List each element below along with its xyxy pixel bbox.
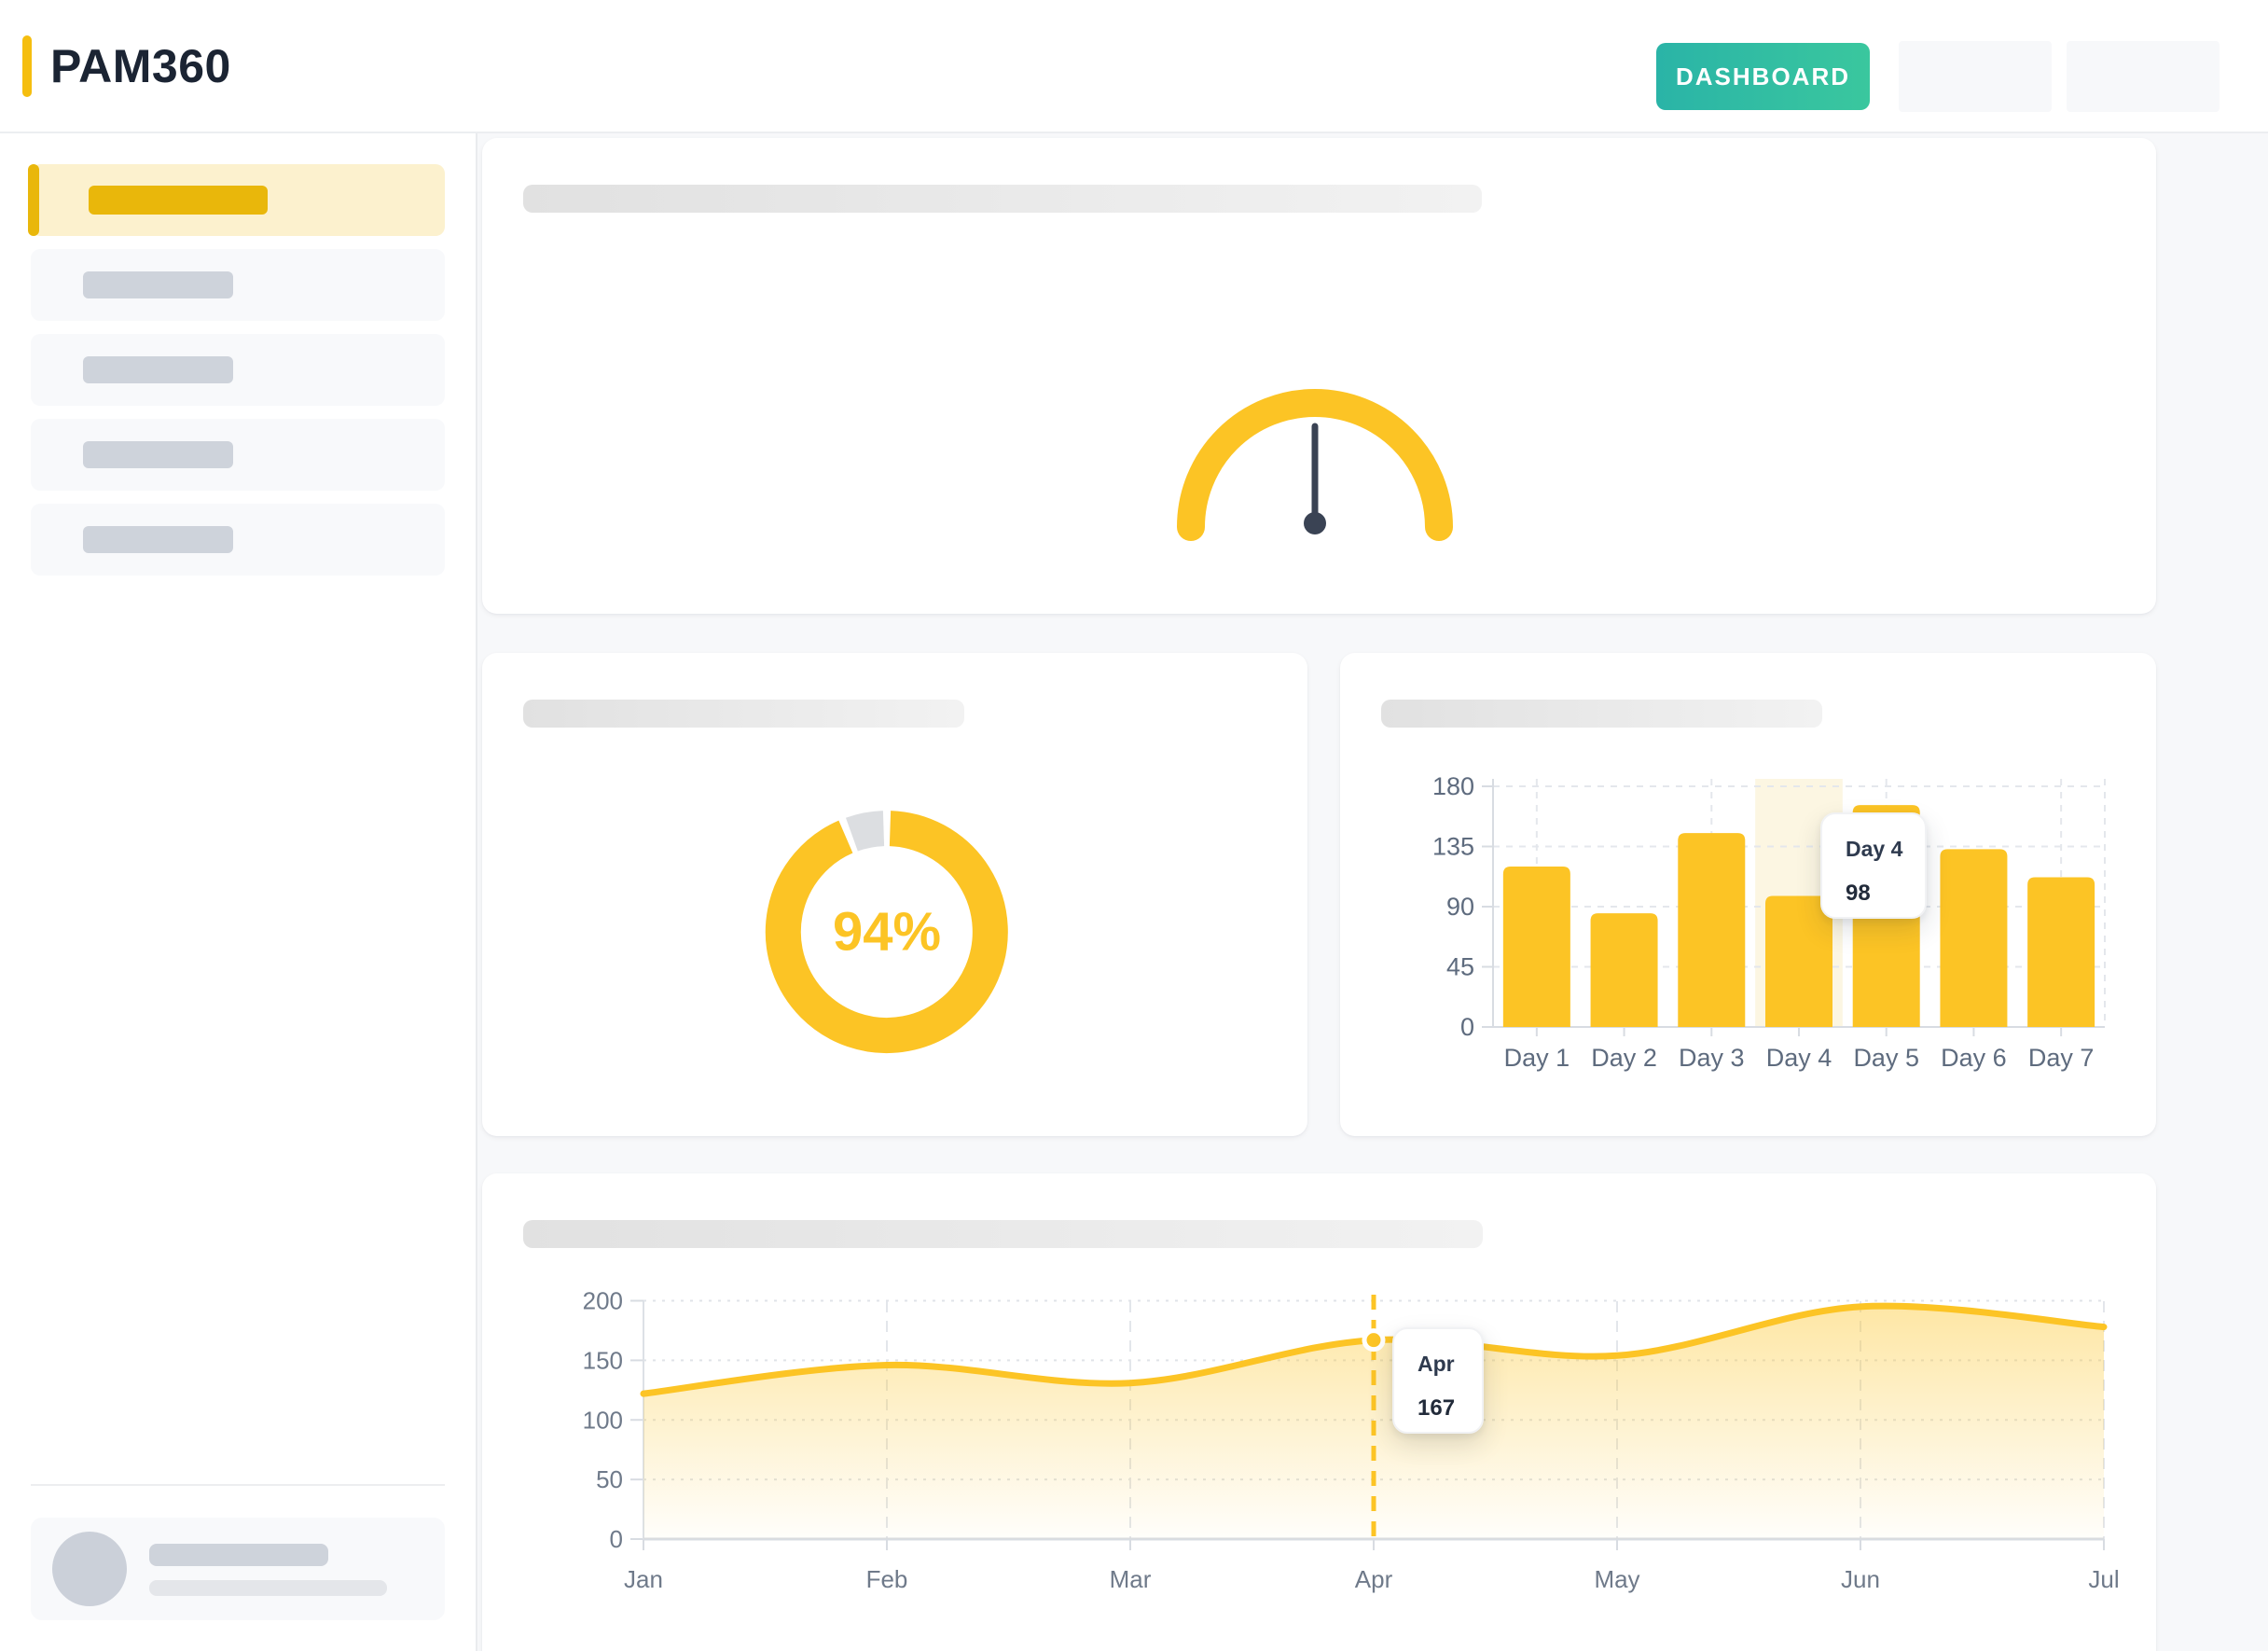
- sidebar-item-3[interactable]: [31, 334, 445, 406]
- sidebar-item-4[interactable]: [31, 419, 445, 491]
- card-title-skeleton: [523, 700, 964, 728]
- sidebar-item-skeleton: [89, 186, 268, 215]
- bar-chart[interactable]: 0 45 90 135 180 Day 1 Day 2 Day 3 Day 4 Day 5 Day …: [1340, 653, 2156, 1136]
- svg-text:Feb: Feb: [866, 1565, 908, 1593]
- avatar: [52, 1532, 127, 1606]
- app-logo: PAM360: [22, 35, 231, 97]
- svg-text:200: 200: [583, 1287, 623, 1315]
- user-profile-card[interactable]: [31, 1518, 445, 1620]
- sidebar-item-5[interactable]: [31, 504, 445, 576]
- line-chart-tooltip: Apr 167: [1392, 1327, 1484, 1434]
- line-chart-card: 0 50 100 150 200 Jan Feb Mar Apr May Jun Jul Apr 16…: [482, 1173, 2156, 1651]
- svg-text:45: 45: [1446, 953, 1474, 981]
- svg-text:Mar: Mar: [1110, 1565, 1152, 1593]
- svg-text:Day 6: Day 6: [1941, 1044, 2007, 1072]
- sidebar-item-skeleton: [83, 271, 233, 298]
- bar-chart-card: 0 45 90 135 180 Day 1 Day 2 Day 3 Day 4 Day 5 Day …: [1340, 653, 2156, 1136]
- svg-text:Day 2: Day 2: [1591, 1044, 1657, 1072]
- gauge-card: [482, 138, 2156, 614]
- sidebar-divider: [31, 1484, 445, 1486]
- dashboard-nav-button[interactable]: DASHBOARD: [1656, 43, 1870, 110]
- sidebar-nav: [28, 164, 445, 589]
- user-subtitle-skeleton: [149, 1580, 387, 1596]
- tooltip-value: 167: [1418, 1395, 1456, 1421]
- svg-text:Apr: Apr: [1355, 1565, 1393, 1593]
- svg-text:Day 1: Day 1: [1504, 1044, 1570, 1072]
- tooltip-value: 98: [1846, 881, 1871, 906]
- area-line-chart[interactable]: 0 50 100 150 200 Jan Feb Mar Apr May Jun Jul: [482, 1173, 2156, 1651]
- svg-text:135: 135: [1432, 833, 1474, 861]
- sidebar-item-active[interactable]: [28, 164, 445, 236]
- card-title-skeleton: [523, 185, 1482, 213]
- card-title-skeleton: [523, 1220, 1483, 1248]
- donut-card: 94%: [482, 653, 1307, 1136]
- sidebar: [0, 133, 477, 1651]
- donut-chart[interactable]: [482, 653, 1307, 1136]
- svg-text:Day 4: Day 4: [1766, 1044, 1832, 1072]
- card-title-skeleton: [1381, 700, 1822, 728]
- svg-text:Day 5: Day 5: [1853, 1044, 1919, 1072]
- donut-center-value: 94%: [832, 901, 942, 963]
- svg-text:May: May: [1594, 1565, 1639, 1593]
- svg-text:150: 150: [583, 1346, 623, 1374]
- sidebar-item-skeleton: [83, 526, 233, 553]
- svg-text:90: 90: [1446, 893, 1474, 921]
- username-skeleton: [149, 1544, 328, 1566]
- bar-chart-tooltip: Day 4 98: [1820, 812, 1927, 919]
- sidebar-item-skeleton: [83, 441, 233, 468]
- nav-placeholder-button-1[interactable]: [1899, 41, 2052, 112]
- svg-text:Jul: Jul: [2088, 1565, 2119, 1593]
- tooltip-label: Apr: [1418, 1352, 1455, 1376]
- sidebar-item-skeleton: [83, 356, 233, 383]
- sidebar-item-2[interactable]: [31, 249, 445, 321]
- logo-text: PAM360: [50, 40, 231, 92]
- svg-text:180: 180: [1432, 772, 1474, 800]
- app-header: PAM360 DASHBOARD: [0, 0, 2268, 133]
- nav-placeholder-button-2[interactable]: [2067, 41, 2220, 112]
- svg-text:0: 0: [610, 1525, 623, 1553]
- svg-text:Jun: Jun: [1841, 1565, 1880, 1593]
- svg-text:Day 7: Day 7: [2028, 1044, 2095, 1072]
- svg-text:Day 3: Day 3: [1679, 1044, 1745, 1072]
- svg-text:0: 0: [1460, 1013, 1474, 1041]
- gauge-chart[interactable]: [482, 138, 2156, 614]
- logo-accent-bar-icon: [22, 35, 32, 97]
- svg-text:50: 50: [596, 1465, 623, 1493]
- svg-text:Jan: Jan: [624, 1565, 663, 1593]
- svg-text:100: 100: [583, 1406, 623, 1434]
- tooltip-label: Day 4: [1846, 837, 1903, 861]
